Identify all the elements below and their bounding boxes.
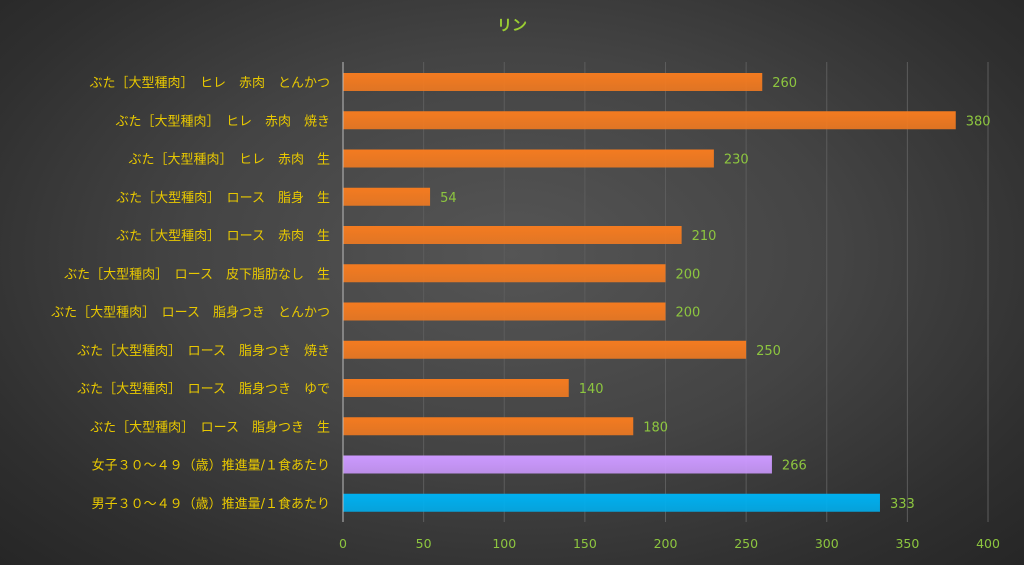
x-tick-label: 50	[416, 536, 432, 551]
data-label: 250	[756, 344, 781, 359]
bar	[343, 264, 666, 283]
x-tick-label: 400	[976, 536, 1000, 551]
bar	[343, 226, 682, 244]
category-label: ぶた［大型種肉］ ヒレ 赤肉 生	[128, 152, 330, 168]
value-labels: 260 380 230 54 210 200 200 250 140 180 266 333	[440, 76, 991, 512]
category-label: 男子３０～４９（歳）推進量/１食あたり	[92, 496, 330, 512]
data-label: 200	[676, 267, 701, 282]
x-tick-label: 0	[339, 536, 347, 551]
bar	[343, 302, 666, 321]
data-label: 333	[890, 497, 915, 512]
data-label: 210	[692, 229, 717, 244]
x-tick-label: 150	[573, 536, 597, 551]
bars	[343, 73, 956, 512]
data-label: 260	[772, 76, 797, 91]
bar	[343, 417, 634, 436]
category-label: ぶた［大型種肉］ ロース 脂身つき 生	[90, 419, 330, 435]
data-label: 200	[676, 306, 701, 321]
bar	[343, 187, 431, 206]
category-label: ぶた［大型種肉］ ロース 脂身 生	[116, 190, 330, 206]
category-label: ぶた［大型種肉］ ロース 赤肉 生	[116, 228, 330, 244]
category-label: ぶた［大型種肉］ ロース 脂身つき 焼き	[77, 343, 330, 359]
category-label: 女子３０～４９（歳）推進量/１食あたり	[92, 458, 330, 474]
x-tick-label: 350	[895, 536, 919, 551]
chart-title: リン	[497, 16, 527, 34]
bar	[343, 493, 880, 512]
x-tick-label: 300	[815, 536, 839, 551]
category-label: ぶた［大型種肉］ ロース 脂身つき ゆで	[77, 381, 330, 397]
data-label: 380	[966, 114, 991, 129]
x-tick-label: 100	[492, 536, 516, 551]
category-label: ぶた［大型種肉］ ロース 脂身つき とんかつ	[51, 305, 330, 321]
data-label: 230	[724, 153, 749, 168]
category-label: ぶた［大型種肉］ ロース 皮下脂肪なし 生	[64, 266, 330, 282]
bar	[343, 73, 763, 91]
data-label: 54	[440, 191, 457, 206]
bar	[343, 455, 772, 474]
x-tick-label: 200	[654, 536, 678, 551]
x-tick-label: 250	[734, 536, 758, 551]
x-axis-ticks: 0 50 100 150 200 250 300 350 400	[339, 536, 1000, 551]
category-label: ぶた［大型種肉］ ヒレ 赤肉 焼き	[115, 113, 330, 129]
category-label: ぶた［大型種肉］ ヒレ 赤肉 とんかつ	[89, 75, 330, 91]
gridlines	[423, 62, 989, 522]
data-label: 180	[643, 420, 668, 435]
bar	[343, 379, 569, 397]
bar	[343, 340, 747, 359]
bar	[343, 111, 956, 130]
data-label: 140	[579, 382, 604, 397]
data-label: 266	[782, 459, 807, 474]
bar	[343, 149, 714, 168]
